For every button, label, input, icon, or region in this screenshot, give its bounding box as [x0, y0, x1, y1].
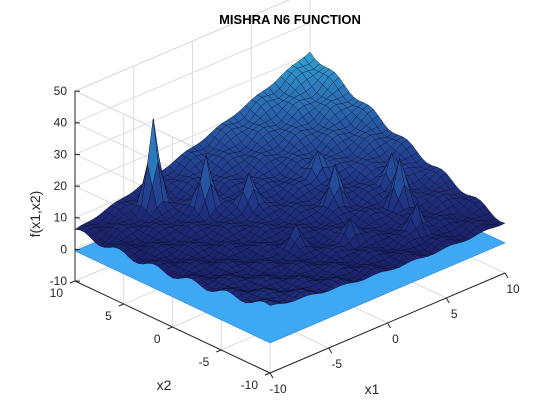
z-tick-label: 50 [54, 84, 68, 98]
x-tick-mark [387, 322, 391, 329]
x-tick-label: 5 [451, 307, 458, 321]
z-tick-label: 20 [54, 179, 68, 193]
y-axis-line [74, 280, 271, 374]
y-tick-mark [264, 372, 271, 376]
y-tick-label: 5 [105, 309, 112, 323]
z-tick-label: 0 [60, 242, 67, 256]
x-tick-label: -10 [269, 382, 287, 396]
y-tick-label: 10 [50, 286, 64, 300]
x-axis-label: x1 [365, 381, 380, 397]
x-tick-mark [269, 372, 274, 379]
y-axis-label: x2 [157, 377, 172, 393]
surface-face [493, 221, 506, 227]
y-tick-mark [216, 349, 222, 353]
x-tick-mark [445, 297, 450, 304]
y-tick-mark [69, 280, 76, 284]
z-tick-label: 10 [54, 211, 68, 225]
x-tick-mark [328, 347, 333, 354]
y-tick-mark [118, 303, 124, 307]
x-tick-mark [504, 272, 509, 279]
z-axis-label: f(x1,x2) [27, 191, 43, 238]
y-tick-label: 0 [154, 332, 161, 346]
x-tick-label: -5 [331, 357, 342, 371]
chart-title: MISHRA N6 FUNCTION [219, 12, 361, 27]
x-tick-label: 0 [392, 332, 399, 346]
x-axis-line [269, 272, 506, 374]
x-tick-label: 10 [506, 282, 520, 296]
surface-mesh [74, 51, 506, 306]
y-tick-mark [167, 326, 173, 330]
z-tick-label: 40 [54, 116, 68, 130]
y-tick-label: -5 [199, 355, 210, 369]
z-tick-label: -10 [50, 274, 68, 288]
z-tick-label: 30 [54, 147, 68, 161]
y-tick-label: -10 [241, 378, 259, 392]
